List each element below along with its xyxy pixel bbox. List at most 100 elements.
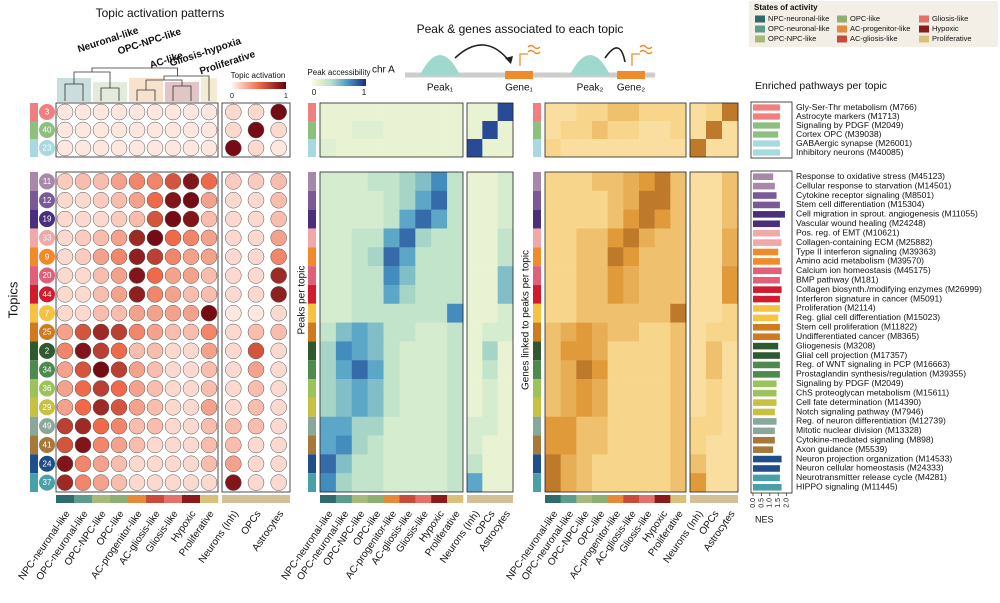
accessibility-cell — [399, 416, 416, 436]
expression-cell — [670, 322, 687, 342]
accessibility-cell — [431, 322, 448, 342]
activation-dot — [74, 455, 92, 473]
activation-dot — [110, 286, 128, 303]
activation-dot — [225, 455, 242, 473]
accessibility-cell — [335, 397, 353, 418]
activation-dot — [74, 286, 92, 303]
activation-dot — [74, 417, 92, 435]
accessibility-cell — [320, 379, 337, 399]
activation-dot — [247, 286, 265, 303]
topic-badge — [39, 342, 55, 359]
activation-dot — [182, 436, 200, 454]
topic-id: 3 — [45, 108, 50, 117]
activation-dot — [110, 248, 128, 265]
expression-cell — [560, 190, 577, 210]
expression-cell — [690, 172, 707, 192]
activation-dot — [92, 399, 110, 416]
activation-dot — [247, 380, 265, 397]
expression-cell — [670, 228, 687, 248]
legend-label: Proliferative — [932, 34, 972, 43]
expression-cell — [623, 341, 640, 361]
activation-dot — [270, 139, 287, 157]
accessibility-cell — [482, 303, 498, 323]
panel-frame — [319, 102, 464, 158]
expression-cell — [545, 454, 561, 474]
accessibility-cell — [335, 322, 353, 342]
expression-cell — [560, 284, 577, 305]
topic-badge — [39, 286, 55, 303]
state-colorbar — [367, 495, 384, 503]
activation-dot — [200, 323, 218, 341]
activation-dot — [146, 304, 164, 322]
accessibility-cell — [399, 172, 416, 192]
legend-swatch — [837, 35, 847, 43]
topic-strip — [533, 121, 541, 139]
topic-badge — [39, 474, 55, 491]
state-colorbar — [320, 495, 337, 503]
topic-strip — [308, 190, 316, 210]
accessibility-cell — [431, 454, 448, 474]
expression-cell — [545, 190, 561, 210]
accessibility-cell — [399, 473, 416, 493]
expression-cell — [607, 121, 624, 140]
accessibility-cell — [383, 360, 400, 380]
accessibility-cell — [497, 266, 514, 286]
activation-dot — [270, 286, 287, 303]
topic-strip — [30, 397, 38, 417]
expression-cell — [654, 190, 671, 210]
activation-dot — [110, 191, 128, 209]
activation-dot — [247, 361, 265, 378]
expression-cell — [639, 228, 655, 248]
accessibility-cell — [320, 397, 337, 418]
accessibility-cell — [335, 103, 353, 122]
expression-cell — [560, 379, 577, 399]
pathway-label: Notch signaling pathway (M7946) — [796, 406, 924, 416]
panel-frame — [544, 171, 687, 493]
expression-cell — [639, 379, 655, 399]
activation-dot — [270, 361, 287, 378]
pathway-label: Cellular response to starvation (M14501) — [796, 180, 951, 190]
expression-cell — [670, 190, 687, 210]
activation-dot — [92, 342, 110, 360]
accessibility-cell — [351, 121, 368, 140]
topic-badge — [39, 173, 55, 190]
activation-dot — [128, 380, 146, 397]
nes-bar — [753, 229, 780, 237]
activation-dot — [92, 173, 110, 190]
expression-cell — [560, 416, 577, 436]
accessibility-cell — [335, 416, 353, 436]
accessibility-cell — [415, 416, 432, 436]
activation-dot — [56, 474, 74, 491]
nes-bar — [753, 408, 775, 416]
accessibility-cell — [415, 266, 432, 286]
expression-cell — [623, 103, 640, 122]
activation-dot — [182, 139, 200, 157]
activation-dot — [110, 103, 128, 121]
topic-badge — [39, 436, 55, 453]
expression-cell — [722, 172, 739, 192]
nes-bar — [753, 474, 780, 482]
accessibility-cell — [320, 228, 337, 248]
expression-cell — [722, 121, 739, 140]
accessibility-cell — [367, 190, 384, 210]
accessibility-cell — [447, 341, 464, 361]
activation-dot — [110, 380, 128, 397]
topic-strip — [30, 266, 38, 285]
expression-cell — [690, 379, 707, 399]
accessibility-cell — [351, 360, 368, 380]
colorbar-label: 0 — [312, 88, 317, 97]
expression-cell — [690, 121, 707, 140]
accessibility-cell — [447, 473, 464, 493]
expression-cell — [607, 341, 624, 361]
expression-cell — [639, 266, 655, 286]
activation-dot — [247, 342, 265, 360]
expression-cell — [592, 379, 608, 399]
accessibility-cell — [497, 397, 514, 418]
axis-label: NES — [755, 514, 774, 524]
accessibility-cell — [497, 303, 514, 323]
accessibility-cell — [447, 416, 464, 436]
topic-badge — [39, 104, 55, 120]
expression-cell — [623, 416, 640, 436]
accessibility-cell — [431, 139, 448, 158]
activation-dot — [182, 121, 200, 139]
